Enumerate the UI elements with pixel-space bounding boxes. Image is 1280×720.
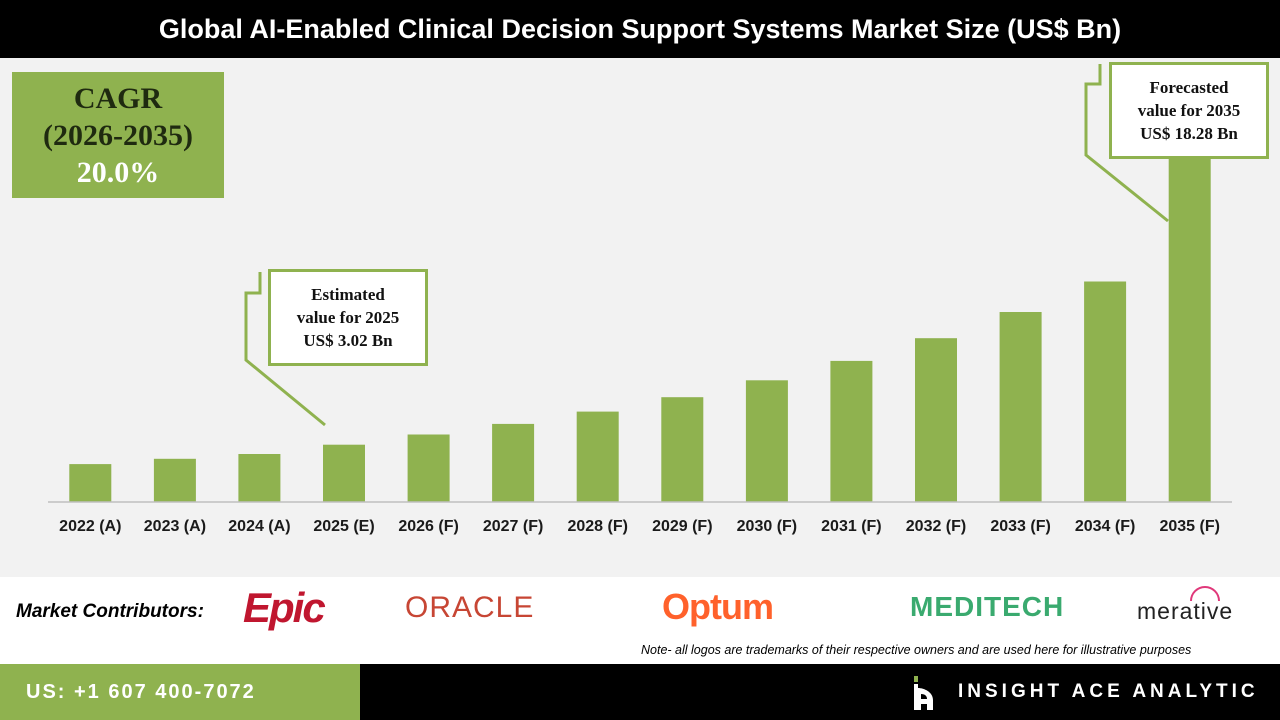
tick-label-2024: 2024 (A): [228, 518, 290, 535]
epic-logo: Epic: [243, 584, 326, 631]
brand-name: INSIGHT ACE ANALYTIC: [958, 681, 1259, 702]
callout-2035-connector: [1084, 64, 1169, 223]
tick-label-2034: 2034 (F): [1075, 518, 1135, 535]
callout-2025-connector: [244, 272, 326, 427]
bar-2026: [407, 434, 450, 502]
bars: [69, 155, 1211, 502]
oracle-logo: ORACLE: [405, 591, 535, 624]
bar-2024: [238, 454, 281, 502]
bar-2029: [661, 397, 704, 502]
bar-2030: [745, 380, 788, 502]
cagr-box: CAGR (2026-2035) 20.0%: [12, 72, 224, 198]
footer-phone: US: +1 607 400-7072: [0, 664, 360, 720]
callout-connectors: [244, 64, 1169, 427]
bar-2034: [1084, 281, 1127, 502]
tick-label-2035: 2035 (F): [1159, 518, 1219, 535]
bar-2023: [153, 458, 196, 502]
bar-2031: [830, 360, 873, 502]
tick-label-2032: 2032 (F): [906, 518, 966, 535]
tick-label-2025: 2025 (E): [313, 518, 374, 535]
merative-arc-icon: [1190, 586, 1220, 602]
market-contributors: Market Contributors: Epic ORACLE Optum M…: [0, 577, 1280, 664]
tick-label-2031: 2031 (F): [821, 518, 881, 535]
meditech-logo: MEDITECH: [910, 591, 1065, 622]
merative-logo: merative: [1137, 598, 1234, 624]
x-axis-tick-labels: 2022 (A) 2023 (A) 2024 (A) 2025 (E) 2026 (F)…: [59, 518, 1220, 535]
tick-label-2026: 2026 (F): [398, 518, 458, 535]
cagr-label: CAGR: [73, 81, 163, 115]
tick-label-2023: 2023 (A): [144, 518, 206, 535]
bar-2033: [999, 312, 1042, 502]
bar-2035: [1168, 155, 1211, 502]
bar-2028: [576, 411, 619, 502]
contributors-label: Market Contributors:: [16, 601, 204, 622]
tick-label-2027: 2027 (F): [483, 518, 543, 535]
tick-label-2029: 2029 (F): [652, 518, 712, 535]
bar-2027: [492, 423, 535, 502]
callout-forecasted-2035: Forecasted value for 2035 US$ 18.28 Bn: [1109, 62, 1269, 159]
tick-label-2022: 2022 (A): [59, 518, 121, 535]
chart-title: Global AI-Enabled Clinical Decision Supp…: [0, 0, 1280, 58]
callout-estimated-2025: Estimated value for 2025 US$ 3.02 Bn: [268, 269, 428, 366]
bar-chart: 2022 (A) 2023 (A) 2024 (A) 2025 (E) 2026 (F)…: [48, 64, 1232, 535]
cagr-value: 20.0%: [76, 155, 160, 189]
bar-2032: [915, 338, 957, 502]
tick-label-2030: 2030 (F): [737, 518, 797, 535]
cagr-period: (2026-2035): [43, 118, 193, 152]
footer-brand-bar: INSIGHT ACE ANALYTIC: [360, 664, 1280, 720]
tick-label-2028: 2028 (F): [567, 518, 627, 535]
optum-logo: Optum: [662, 586, 774, 627]
tick-label-2033: 2033 (F): [990, 518, 1050, 535]
trademark-note: Note- all logos are trademarks of their …: [641, 643, 1192, 657]
insight-ace-logo-icon: [914, 676, 933, 710]
bar-2025: [323, 444, 365, 502]
chart-area: 2022 (A) 2023 (A) 2024 (A) 2025 (E) 2026 (F)…: [0, 58, 1280, 577]
bar-2022: [69, 464, 112, 502]
